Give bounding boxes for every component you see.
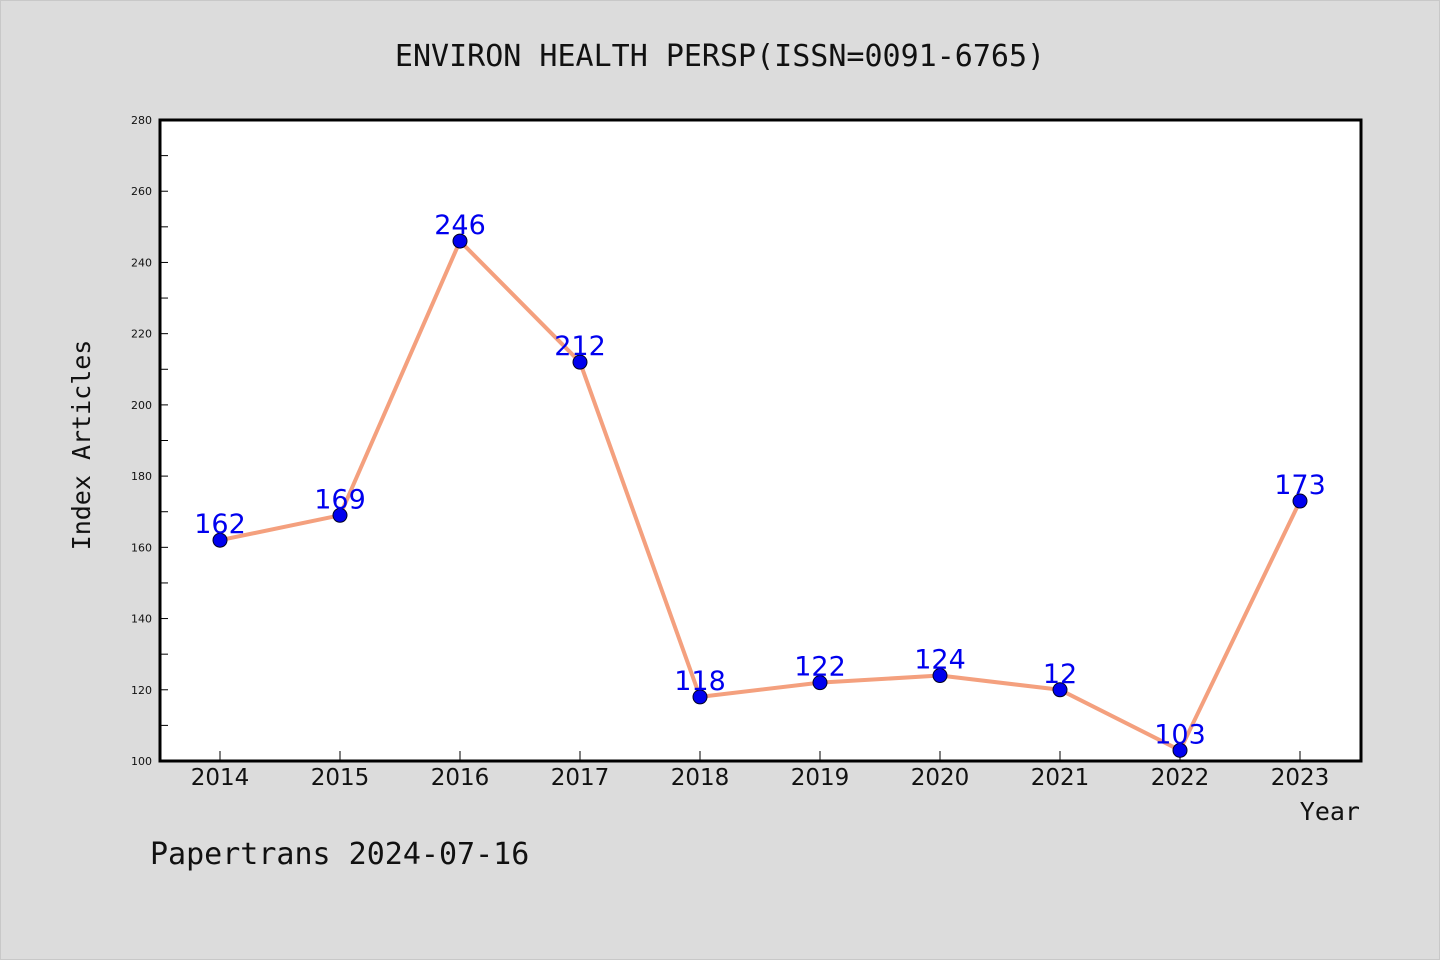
y-tick-label: 140 (131, 613, 152, 626)
data-point (452, 233, 468, 249)
data-point (212, 532, 228, 548)
y-tick-label: 180 (131, 470, 152, 483)
data-point (1292, 493, 1308, 509)
data-label: 122 (794, 652, 846, 683)
plot-area (158, 118, 1363, 763)
y-tick-label: 220 (131, 328, 152, 341)
x-tick-label: 2020 (911, 765, 970, 791)
x-tick-label: 2015 (311, 765, 370, 791)
data-label: 169 (314, 484, 366, 515)
y-axis-label: Index Articles (67, 340, 96, 551)
y-tick-label: 240 (131, 256, 152, 269)
series-markers (212, 233, 1308, 758)
y-tick-label: 280 (131, 114, 152, 127)
x-axis: 2014 2015 2016 2017 2018 2019 2020 2021 2022 2023 (191, 751, 1330, 791)
x-tick-label: 2014 (191, 765, 250, 791)
x-tick-label: 2021 (1031, 765, 1090, 791)
y-tick-label: 120 (131, 684, 152, 697)
data-point (1172, 742, 1188, 758)
footer-watermark: Papertrans 2024-07-16 (150, 837, 529, 872)
x-tick-label: 2018 (671, 765, 730, 791)
x-axis-label: Year (1300, 797, 1360, 826)
y-tick-label: 100 (131, 755, 152, 768)
y-axis: 100 120 140 160 180 200 220 240 260 280 (131, 114, 168, 768)
y-tick-label: 260 (131, 185, 152, 198)
data-label: 124 (914, 645, 966, 676)
series-line-group (218, 239, 1302, 753)
series-line (218, 239, 1302, 753)
x-tick-label: 2023 (1271, 765, 1330, 791)
data-point (812, 675, 828, 691)
data-label: 212 (554, 331, 606, 362)
x-tick-label: 2017 (551, 765, 610, 791)
chart-title: ENVIRON HEALTH PERSP(ISSN=0091-6765) (395, 39, 1045, 74)
data-label: 246 (434, 210, 486, 241)
data-point (332, 507, 348, 523)
data-point (692, 689, 708, 705)
x-tick-label: 2016 (431, 765, 490, 791)
data-labels: 162 169 246 212 118 122 124 12 103 173 (194, 210, 1326, 750)
data-label: 103 (1154, 719, 1206, 750)
data-point (572, 354, 588, 370)
data-label: 118 (674, 666, 726, 697)
data-label: 173 (1274, 470, 1326, 501)
y-tick-label: 200 (131, 399, 152, 412)
y-tick-label: 160 (131, 541, 152, 554)
x-tick-label: 2019 (791, 765, 850, 791)
data-label: 162 (194, 509, 246, 540)
data-point (932, 668, 948, 684)
x-tick-label: 2022 (1151, 765, 1210, 791)
data-point (1052, 682, 1068, 698)
data-label: 12 (1043, 659, 1077, 690)
